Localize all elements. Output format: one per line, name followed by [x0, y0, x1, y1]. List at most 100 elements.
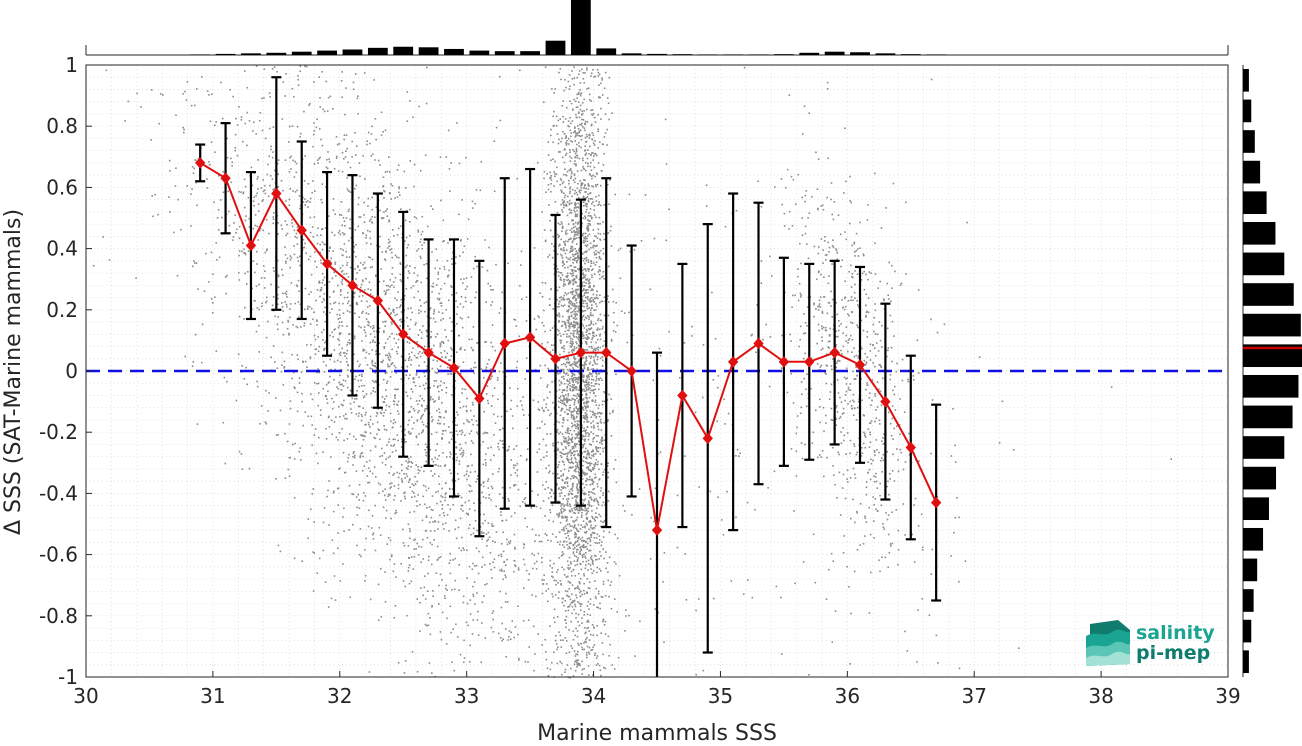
scatter-point	[342, 283, 344, 285]
scatter-point	[396, 307, 398, 309]
scatter-point	[514, 564, 516, 566]
scatter-point	[403, 580, 405, 582]
scatter-point	[593, 350, 595, 352]
scatter-point	[553, 185, 555, 187]
scatter-point	[403, 473, 405, 475]
scatter-point	[413, 492, 415, 494]
scatter-point	[426, 67, 428, 69]
scatter-point	[401, 470, 403, 472]
scatter-point	[402, 481, 404, 483]
scatter-point	[305, 253, 307, 255]
scatter-point	[340, 234, 342, 236]
scatter-point	[467, 625, 469, 627]
scatter-point	[563, 605, 565, 607]
scatter-point	[334, 361, 336, 363]
scatter-point	[575, 465, 577, 467]
scatter-point	[595, 355, 597, 357]
scatter-point	[588, 268, 590, 270]
scatter-point	[169, 160, 171, 162]
scatter-point	[276, 434, 278, 436]
scatter-point	[325, 395, 327, 397]
scatter-point	[558, 235, 560, 237]
scatter-point	[537, 162, 539, 164]
scatter-point	[584, 368, 586, 370]
scatter-point	[257, 178, 259, 180]
scatter-point	[558, 271, 560, 273]
scatter-point	[563, 378, 565, 380]
scatter-point	[470, 410, 472, 412]
scatter-point	[436, 432, 438, 434]
scatter-point	[562, 460, 564, 462]
scatter-point	[417, 598, 419, 600]
scatter-point	[300, 447, 302, 449]
scatter-point	[318, 158, 320, 160]
scatter-point	[416, 500, 418, 502]
scatter-point	[553, 521, 555, 523]
scatter-point	[336, 386, 338, 388]
scatter-point	[426, 446, 428, 448]
scatter-point	[565, 276, 567, 278]
scatter-point	[391, 333, 393, 335]
scatter-point	[592, 450, 594, 452]
scatter-point	[389, 249, 391, 251]
scatter-point	[558, 406, 560, 408]
scatter-point	[575, 501, 577, 503]
scatter-point	[588, 601, 590, 603]
scatter-point	[238, 255, 240, 257]
scatter-point	[409, 100, 411, 102]
scatter-point	[585, 258, 587, 260]
scatter-point	[578, 92, 580, 94]
scatter-point	[589, 99, 591, 101]
scatter-point	[347, 438, 349, 440]
scatter-point	[361, 420, 363, 422]
scatter-point	[175, 185, 177, 187]
scatter-point	[297, 79, 299, 81]
scatter-point	[329, 426, 331, 428]
scatter-point	[596, 635, 598, 637]
scatter-point	[244, 307, 246, 309]
scatter-point	[347, 292, 349, 294]
scatter-point	[475, 520, 477, 522]
scatter-point	[588, 529, 590, 531]
scatter-point	[480, 662, 482, 664]
scatter-point	[398, 488, 400, 490]
scatter-point	[411, 352, 413, 354]
scatter-point	[276, 71, 278, 73]
scatter-point	[379, 210, 381, 212]
scatter-point	[362, 264, 364, 266]
scatter-point	[353, 451, 355, 453]
scatter-point	[572, 352, 574, 354]
scatter-point	[394, 401, 396, 403]
scatter-point	[566, 336, 568, 338]
scatter-point	[566, 143, 568, 145]
scatter-point	[562, 201, 564, 203]
scatter-point	[467, 421, 469, 423]
scatter-point	[463, 596, 465, 598]
scatter-point	[590, 525, 592, 527]
scatter-point	[564, 671, 566, 673]
scatter-point	[507, 601, 509, 603]
scatter-point	[593, 209, 595, 211]
scatter-point	[208, 281, 210, 283]
scatter-point	[307, 206, 309, 208]
scatter-point	[565, 331, 567, 333]
scatter-point	[425, 624, 427, 626]
scatter-point	[431, 433, 433, 435]
scatter-point	[222, 118, 224, 120]
scatter-point	[475, 481, 477, 483]
scatter-point	[574, 661, 576, 663]
scatter-point	[539, 541, 541, 543]
scatter-point	[565, 394, 567, 396]
scatter-point	[573, 548, 575, 550]
scatter-point	[326, 384, 328, 386]
scatter-point	[556, 167, 558, 169]
scatter-point	[422, 352, 424, 354]
scatter-point	[426, 507, 428, 509]
scatter-point	[286, 304, 288, 306]
scatter-point	[472, 586, 474, 588]
scatter-point	[471, 339, 473, 341]
scatter-point	[607, 562, 609, 564]
scatter-point	[311, 192, 313, 194]
scatter-point	[590, 243, 592, 245]
scatter-point	[450, 632, 452, 634]
